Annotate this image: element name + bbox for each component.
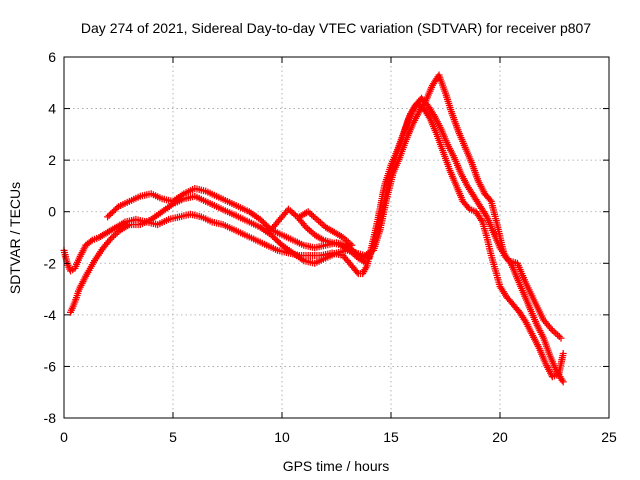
x-tick-label: 5 xyxy=(169,429,177,445)
data-point-markers xyxy=(295,208,356,249)
y-tick-label: -2 xyxy=(44,255,57,271)
axis-ticks: 0 5 10 15 20 25 -8 -6 -4 -2 0 2 4 6 xyxy=(44,49,617,445)
data-series xyxy=(60,71,567,386)
data-track xyxy=(295,208,356,249)
x-tick-label: 10 xyxy=(274,429,290,445)
plot-frame xyxy=(63,56,610,419)
y-tick-label: 6 xyxy=(48,49,56,65)
y-tick-label: 2 xyxy=(48,152,56,168)
x-tick-label: 25 xyxy=(601,429,617,445)
data-track xyxy=(267,205,371,267)
x-tick-label: 20 xyxy=(492,429,508,445)
y-tick-label: -4 xyxy=(44,307,57,323)
y-tick-label: -6 xyxy=(44,358,57,374)
data-point-markers xyxy=(267,205,371,267)
x-tick-label: 15 xyxy=(383,429,399,445)
y-tick-label: 0 xyxy=(48,204,56,220)
y-tick-label: 4 xyxy=(48,101,56,117)
x-tick-label: 0 xyxy=(60,429,68,445)
x-axis-label: GPS time / hours xyxy=(283,458,390,474)
chart-title: Day 274 of 2021, Sidereal Day-to-day VTE… xyxy=(81,20,591,36)
y-tick-label: -8 xyxy=(44,410,57,426)
y-axis-label: SDTVAR / TECUs xyxy=(7,182,23,294)
